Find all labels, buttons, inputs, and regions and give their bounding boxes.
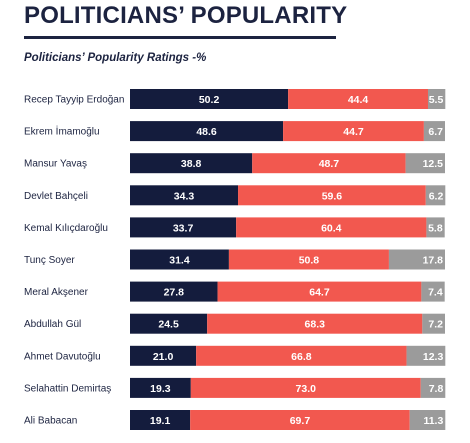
bar-segment-positive bbox=[130, 217, 237, 238]
category-label: Recep Tayyip Erdoğan bbox=[24, 95, 124, 106]
value-label-other: 11.3 bbox=[423, 415, 443, 427]
value-label-other: 7.8 bbox=[429, 383, 444, 395]
category-label: Ahmet Davutoğlu bbox=[24, 351, 101, 362]
value-label-positive: 48.6 bbox=[196, 126, 217, 138]
bar-segment-other bbox=[405, 153, 445, 174]
category-label: Ekrem İmamoğlu bbox=[24, 125, 100, 138]
category-label: Abdullah Gül bbox=[24, 319, 81, 330]
value-label-other: 17.8 bbox=[423, 255, 444, 267]
value-label-positive: 33.7 bbox=[173, 222, 194, 234]
bar-row: Meral Akşener 27.8 64.7 7.4 bbox=[24, 281, 445, 302]
bar-segment-negative bbox=[288, 89, 428, 109]
chart-title: POLITICIANS’ POPULARITY bbox=[24, 2, 348, 29]
bar-segment-other bbox=[406, 345, 446, 366]
value-label-positive: 50.2 bbox=[199, 94, 220, 106]
bar-segment-other bbox=[421, 281, 445, 302]
bar-row: Abdullah Gül 24.5 68.3 7.2 bbox=[24, 313, 445, 334]
bar-row: Tunç Soyer 31.4 50.8 17.8 bbox=[24, 249, 445, 270]
value-label-negative: 50.8 bbox=[299, 255, 320, 267]
bar-segment-negative bbox=[190, 410, 410, 430]
bar-segment-positive bbox=[130, 377, 191, 398]
bar-row: Recep Tayyip Erdoğan 50.2 44.4 5.5 bbox=[24, 89, 446, 109]
bar-segment-positive bbox=[130, 313, 208, 334]
category-label: Tunç Soyer bbox=[24, 255, 75, 266]
value-label-negative: 60.4 bbox=[321, 222, 342, 234]
bar-segment-positive bbox=[130, 153, 253, 174]
value-label-positive: 19.3 bbox=[150, 383, 171, 395]
bar-segment-negative bbox=[283, 121, 424, 142]
value-label-other: 7.2 bbox=[428, 319, 443, 331]
value-label-other: 6.7 bbox=[428, 126, 443, 138]
bar-segment-positive bbox=[130, 345, 197, 366]
bar-segment-other bbox=[425, 185, 446, 206]
value-label-other: 12.3 bbox=[423, 351, 444, 363]
bar-segment-negative bbox=[217, 281, 422, 302]
bar-segment-other bbox=[422, 313, 445, 334]
value-label-negative: 66.8 bbox=[291, 351, 312, 363]
title-underline bbox=[24, 36, 336, 39]
bar-row: Devlet Bahçeli 34.3 59.6 6.2 bbox=[24, 185, 446, 206]
value-label-other: 5.8 bbox=[428, 222, 443, 234]
bar-segment-positive bbox=[130, 89, 289, 109]
category-label: Kemal Kılıçdaroğlu bbox=[24, 223, 108, 234]
value-label-negative: 69.7 bbox=[290, 415, 311, 427]
bar-row: Ahmet Davutoğlu 21.0 66.8 12.3 bbox=[24, 345, 446, 366]
bar-segment-other bbox=[420, 377, 446, 398]
bar-segment-other bbox=[423, 121, 445, 142]
bar-row: Selahattin Demirtaş 19.3 73.0 7.8 bbox=[24, 377, 446, 398]
bar-row: Ali Babacan 19.1 69.7 11.3 bbox=[24, 410, 446, 430]
bar-segment-positive bbox=[130, 185, 239, 206]
bar-segment-negative bbox=[252, 153, 406, 174]
value-label-positive: 34.3 bbox=[174, 190, 195, 202]
bar-segment-negative bbox=[207, 313, 423, 334]
value-label-negative: 59.6 bbox=[322, 190, 343, 202]
bar-row: Mansur Yavaş 38.8 48.7 12.5 bbox=[24, 153, 445, 174]
value-label-negative: 44.4 bbox=[348, 94, 369, 106]
bar-segment-other bbox=[427, 89, 446, 109]
bar-segment-positive bbox=[130, 249, 229, 270]
value-label-negative: 73.0 bbox=[296, 383, 317, 395]
bar-segment-negative bbox=[228, 249, 389, 270]
value-label-positive: 24.5 bbox=[158, 319, 179, 331]
bar-row: Kemal Kılıçdaroğlu 33.7 60.4 5.8 bbox=[24, 217, 445, 238]
value-label-positive: 27.8 bbox=[164, 287, 185, 299]
value-label-negative: 68.3 bbox=[305, 319, 326, 331]
value-label-positive: 21.0 bbox=[153, 351, 174, 363]
value-label-positive: 31.4 bbox=[169, 255, 190, 267]
category-label: Devlet Bahçeli bbox=[24, 191, 88, 202]
value-label-negative: 64.7 bbox=[309, 287, 330, 299]
bar-segment-negative bbox=[236, 217, 427, 238]
value-label-other: 5.5 bbox=[429, 94, 444, 106]
category-label: Ali Babacan bbox=[24, 416, 77, 427]
bar-segment-negative bbox=[238, 185, 426, 206]
value-label-positive: 38.8 bbox=[181, 158, 202, 170]
value-label-positive: 19.1 bbox=[150, 415, 171, 427]
bar-segment-positive bbox=[130, 281, 218, 302]
value-label-other: 12.5 bbox=[423, 158, 444, 170]
value-label-negative: 48.7 bbox=[319, 158, 340, 170]
bar-segment-negative bbox=[196, 345, 407, 366]
bar-segment-positive bbox=[130, 121, 284, 142]
bar-row: Ekrem İmamoğlu 48.6 44.7 6.7 bbox=[24, 121, 445, 142]
value-label-negative: 44.7 bbox=[343, 126, 364, 138]
bar-segment-negative bbox=[190, 377, 421, 398]
bar-segment-positive bbox=[130, 410, 191, 430]
value-label-other: 7.4 bbox=[428, 287, 443, 299]
category-label: Meral Akşener bbox=[24, 287, 89, 298]
bar-segment-other bbox=[388, 249, 445, 270]
bar-segment-other bbox=[409, 410, 446, 430]
category-label: Selahattin Demirtaş bbox=[24, 383, 111, 394]
chart-subtitle: Politicians’ Popularity Ratings -% bbox=[24, 52, 207, 64]
value-label-other: 6.2 bbox=[429, 190, 444, 202]
category-label: Mansur Yavaş bbox=[24, 159, 87, 170]
bar-segment-other bbox=[426, 217, 445, 238]
